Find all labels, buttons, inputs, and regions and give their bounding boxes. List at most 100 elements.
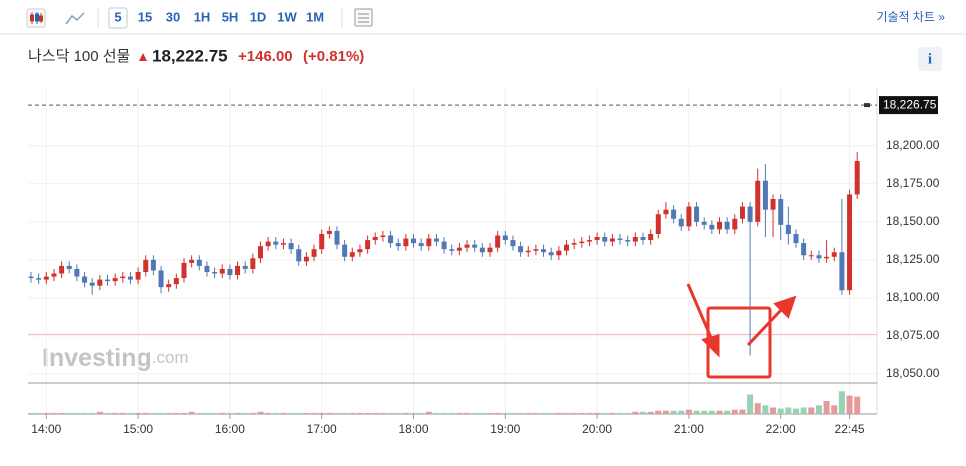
- volume-bar: [800, 407, 807, 414]
- y-tick-label: 18,125.00: [886, 252, 940, 266]
- interval-button[interactable]: 15: [138, 9, 152, 24]
- volume-bar: [754, 403, 761, 414]
- volume-bar: [35, 412, 42, 414]
- volume-bar: [494, 412, 501, 414]
- interval-button[interactable]: 1H: [194, 9, 211, 24]
- volume-bar: [731, 409, 738, 414]
- candle-body: [548, 252, 554, 256]
- x-tick-label: 22:45: [835, 422, 865, 436]
- candle-body: [372, 237, 378, 241]
- candle-body: [671, 209, 677, 219]
- volume-bar: [81, 412, 88, 414]
- volume-bar: [43, 412, 50, 414]
- interval-button[interactable]: 1D: [250, 9, 267, 24]
- candle-body: [411, 238, 416, 244]
- candle-body: [732, 218, 738, 230]
- candle-body: [433, 238, 439, 242]
- candle-body: [158, 270, 164, 288]
- volume-bar: [655, 410, 662, 414]
- table-icon[interactable]: [354, 8, 373, 27]
- candle-body: [533, 249, 539, 251]
- volume-bar: [104, 412, 111, 414]
- candle-body: [212, 271, 218, 274]
- volume-bar: [838, 391, 845, 414]
- volume-bar: [234, 412, 241, 414]
- candle-body: [326, 230, 332, 234]
- volume-bar: [341, 412, 348, 414]
- volume-bar: [50, 412, 57, 414]
- candle-body: [747, 206, 753, 222]
- x-tick-label: 19:00: [490, 422, 520, 436]
- volume-bar: [372, 412, 379, 414]
- technical-link[interactable]: 기술적 차트 »: [876, 10, 945, 24]
- volume-bar: [823, 401, 830, 414]
- volume-bar: [326, 412, 333, 414]
- volume-bar: [693, 410, 700, 414]
- candle-body: [816, 255, 822, 259]
- candle-body: [479, 247, 485, 253]
- candle-body: [441, 241, 447, 250]
- candle-icon[interactable]: [26, 8, 46, 28]
- up-arrow: [139, 53, 147, 61]
- candle-body: [127, 276, 133, 280]
- candle-body: [854, 160, 860, 195]
- candle-body: [602, 237, 608, 242]
- interval-button[interactable]: 5H: [222, 9, 239, 24]
- candle-body: [166, 284, 172, 288]
- volume-bar: [793, 408, 799, 414]
- volume-bar: [173, 412, 180, 414]
- volume-bar: [387, 412, 394, 414]
- candle-body: [778, 199, 784, 225]
- candle-body: [609, 238, 615, 242]
- candle-body: [487, 247, 493, 253]
- volume-bar: [196, 412, 203, 414]
- interval-button[interactable]: 30: [166, 9, 180, 24]
- candle-body: [518, 246, 524, 253]
- candle-body: [189, 259, 195, 263]
- candle-body: [525, 250, 531, 253]
- volume-bar: [601, 412, 608, 414]
- volume-bar: [808, 407, 815, 414]
- candle-body: [640, 237, 646, 241]
- candle-body: [632, 237, 638, 242]
- candle-body: [334, 230, 340, 245]
- volume-bar: [135, 412, 142, 414]
- candle-body: [273, 241, 279, 245]
- candle-body: [724, 221, 730, 230]
- candle-body: [586, 240, 592, 242]
- candle-body: [82, 276, 88, 283]
- line-icon[interactable]: [65, 12, 85, 25]
- volume-bar: [464, 412, 471, 414]
- interval-button[interactable]: 1M: [306, 9, 324, 24]
- x-tick-label: 15:00: [123, 422, 153, 436]
- interval-button[interactable]: 5: [114, 9, 121, 24]
- volume-bar: [226, 412, 233, 414]
- volume-bar: [594, 412, 601, 414]
- volume-bar: [364, 412, 371, 414]
- candle-body: [28, 276, 34, 279]
- interval-button[interactable]: 1W: [277, 9, 297, 24]
- candle-body: [349, 252, 355, 257]
- y-tick-label: 18,075.00: [886, 328, 940, 342]
- x-tick-label: 22:00: [766, 422, 796, 436]
- volume-bar: [815, 405, 822, 414]
- volume-bar: [265, 412, 272, 414]
- volume-bar: [632, 411, 639, 414]
- candle-body: [112, 278, 118, 282]
- volume-bar: [402, 412, 409, 414]
- last-price-box: [879, 96, 938, 115]
- candle-body: [755, 180, 761, 222]
- candle-body: [311, 249, 317, 257]
- volume-bar: [66, 412, 73, 414]
- candle-body: [541, 249, 547, 253]
- info-button[interactable]: [918, 47, 942, 71]
- volume-bar: [158, 412, 165, 414]
- volume-bar: [311, 412, 318, 414]
- candle-body: [625, 240, 631, 242]
- active-interval: [108, 7, 128, 29]
- info-icon[interactable]: i: [928, 51, 932, 67]
- candle-body: [265, 241, 271, 247]
- volume-bar: [647, 411, 654, 414]
- volume-bar: [288, 412, 295, 414]
